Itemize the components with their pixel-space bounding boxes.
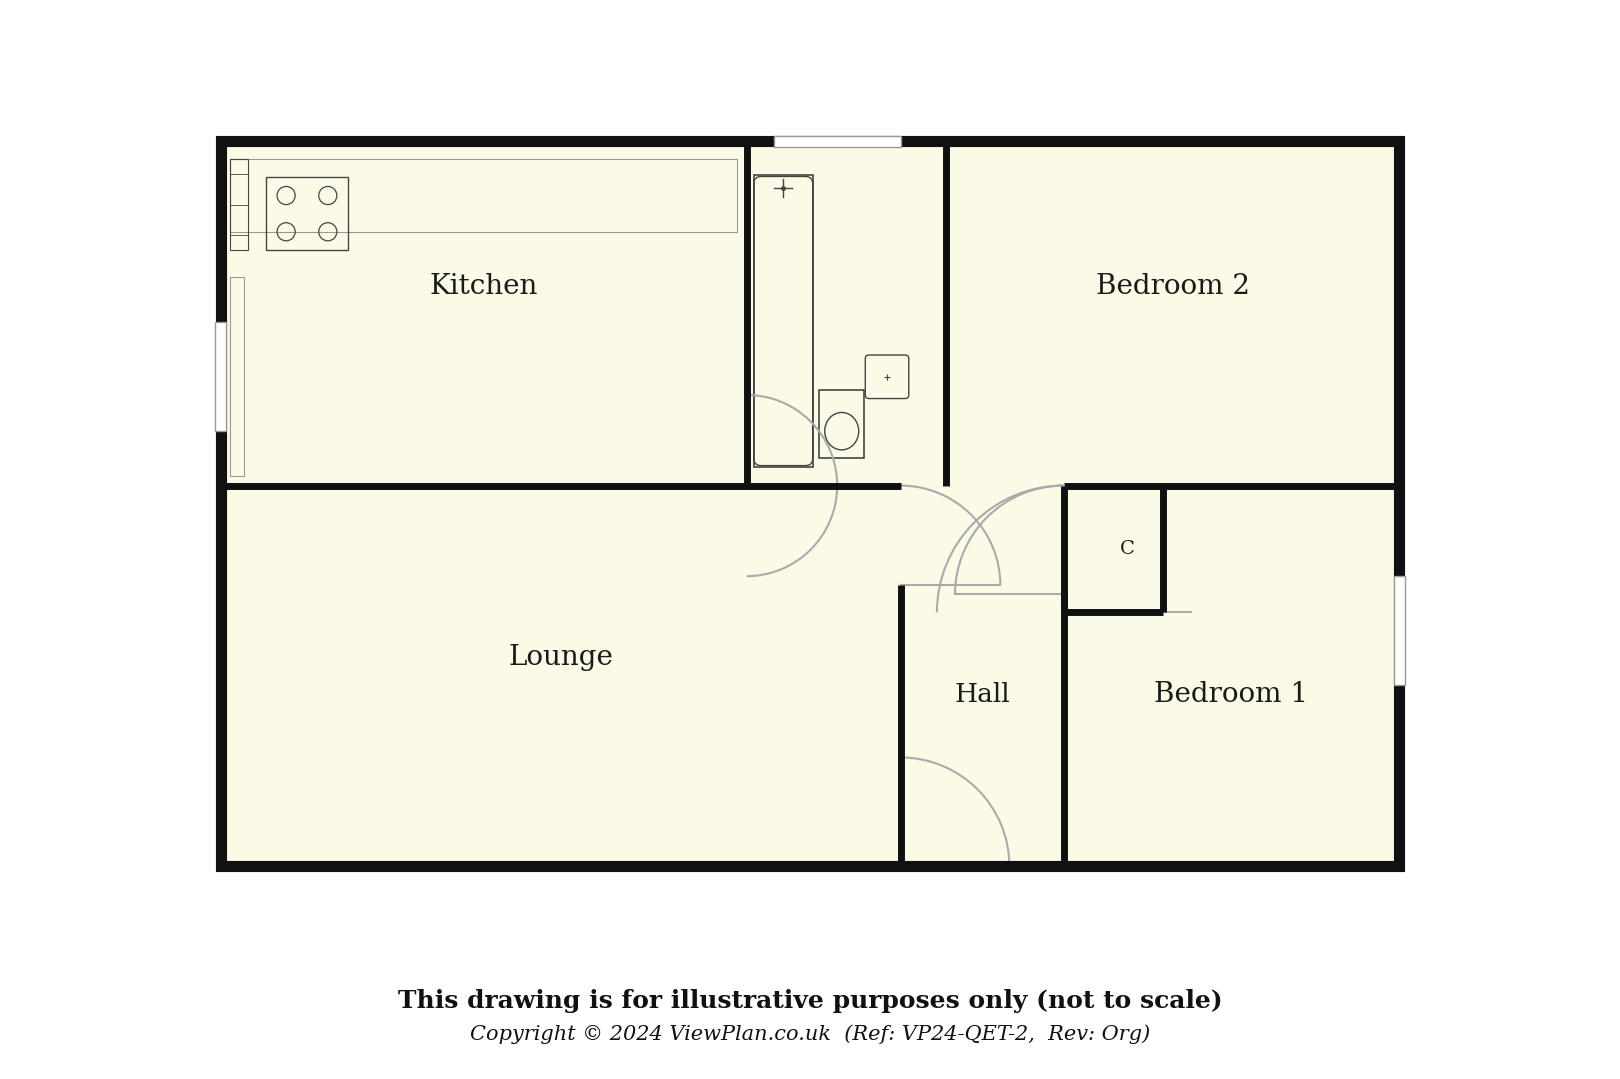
Bar [1393, 576, 1405, 685]
Bar [230, 160, 737, 232]
Bar [215, 323, 227, 432]
Text: Lounge: Lounge [509, 644, 614, 671]
Bar [774, 136, 901, 147]
Text: Bedroom 1: Bedroom 1 [1155, 681, 1309, 708]
Bar [753, 175, 813, 467]
Bar [820, 391, 865, 459]
Bar [220, 141, 1400, 866]
Bar [901, 486, 1064, 866]
Bar [220, 486, 901, 866]
Text: Copyright © 2024 ViewPlan.co.uk  (Ref: VP24-QET-2,  Rev: Org): Copyright © 2024 ViewPlan.co.uk (Ref: VP… [470, 1024, 1150, 1043]
Bar [1064, 486, 1400, 866]
Bar [266, 177, 348, 250]
Bar [230, 277, 243, 477]
Text: C: C [1119, 540, 1134, 558]
Bar [220, 141, 747, 486]
Bar [230, 160, 248, 250]
Bar [946, 141, 1400, 486]
Text: Bedroom 2: Bedroom 2 [1095, 273, 1249, 300]
Bar [747, 141, 946, 486]
Text: Kitchen: Kitchen [429, 273, 538, 300]
Text: Hall: Hall [954, 682, 1009, 707]
Text: This drawing is for illustrative purposes only (not to scale): This drawing is for illustrative purpose… [397, 989, 1223, 1013]
